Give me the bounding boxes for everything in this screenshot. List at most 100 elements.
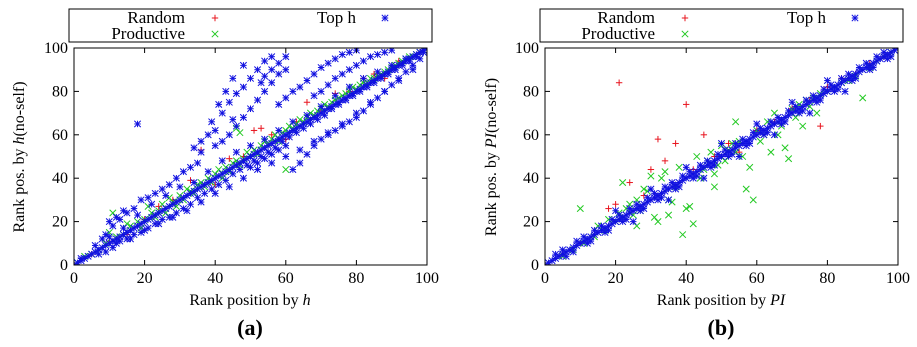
point-toph (746, 139, 754, 148)
point-toph (144, 194, 152, 202)
point-productive (707, 148, 715, 156)
point-productive (728, 139, 736, 148)
point-toph (296, 83, 304, 91)
point-toph (324, 81, 332, 89)
point-toph (102, 231, 110, 239)
point-toph (151, 220, 159, 228)
point-toph (352, 61, 360, 69)
point-toph (179, 168, 187, 176)
point-toph (148, 200, 156, 208)
point-toph (275, 59, 283, 67)
point-toph (700, 174, 708, 182)
point-productive (647, 172, 655, 180)
point-toph (848, 76, 856, 85)
point-toph (580, 233, 588, 241)
chart-panel-b: 0 20 40 60 80 100 0 20 40 60 80 100 Random Producti… (483, 8, 910, 340)
point-toph (130, 205, 138, 213)
point-toph (809, 92, 817, 100)
point-toph (197, 198, 205, 206)
point-productive (640, 185, 648, 193)
point-toph (374, 50, 382, 59)
point-toph (608, 215, 616, 223)
point-productive (749, 196, 757, 204)
point-toph (261, 57, 269, 65)
point-productive (633, 222, 641, 230)
point-toph (215, 100, 223, 108)
point-toph (359, 74, 368, 82)
point-toph (707, 163, 715, 171)
y-tick-label: 80 (523, 83, 539, 100)
point-productive (756, 137, 764, 145)
point-toph (388, 81, 396, 89)
point-toph (306, 120, 315, 128)
point-toph (211, 126, 219, 135)
point-toph (654, 196, 662, 204)
point-toph (109, 244, 117, 252)
point-toph (352, 113, 360, 121)
point-toph (679, 172, 687, 180)
point-toph (289, 165, 297, 174)
point-toph (317, 87, 325, 95)
point-toph (271, 144, 279, 152)
point-toph (626, 205, 634, 213)
point-toph (770, 131, 779, 139)
point-toph (204, 131, 212, 139)
point-toph (215, 181, 223, 189)
panel-label-a: (a) (237, 315, 263, 340)
point-toph (317, 63, 325, 72)
point-toph (165, 181, 173, 189)
point-toph (374, 68, 382, 76)
point-toph (137, 196, 145, 204)
point-toph (732, 139, 740, 148)
point-toph (282, 142, 290, 150)
point-toph (186, 200, 195, 208)
point-toph (345, 118, 353, 126)
point-toph (345, 66, 353, 74)
point-toph (91, 241, 99, 250)
point-toph (119, 224, 127, 232)
point-productive (742, 185, 750, 193)
point-toph (250, 157, 258, 165)
point-productive (767, 148, 775, 156)
x-tick-label: 80 (348, 270, 364, 287)
point-productive (158, 200, 166, 208)
point-toph (257, 152, 265, 161)
axis-ticks-a: 0 20 40 60 80 100 0 20 40 60 80 100 (44, 40, 439, 287)
point-toph (664, 196, 673, 204)
point-toph (303, 76, 311, 85)
point-toph (278, 137, 286, 145)
point-toph (402, 68, 410, 76)
point-toph (239, 83, 247, 91)
point-toph (225, 183, 233, 191)
x-tick-label: 60 (278, 270, 294, 287)
y-tick-label: 0 (60, 257, 68, 274)
point-random (250, 127, 258, 134)
point-toph (282, 152, 290, 161)
y-axis-label-a: Rank pos. by h(no-self) (11, 81, 28, 232)
point-toph (133, 120, 142, 128)
point-toph (880, 48, 888, 56)
point-toph (172, 209, 180, 217)
point-toph (331, 74, 339, 82)
point-toph (119, 207, 127, 215)
y-tick-label: 0 (531, 257, 539, 274)
point-toph (186, 163, 195, 171)
legend-marker-toph-a (381, 14, 389, 22)
point-toph (689, 174, 697, 182)
point-toph (232, 90, 240, 98)
point-toph (317, 109, 325, 117)
point-toph (95, 250, 103, 258)
point-toph (370, 79, 378, 87)
point-toph (756, 124, 764, 132)
point-productive (243, 148, 251, 156)
legend-label-productive-b: Productive (581, 24, 655, 43)
point-random (155, 203, 162, 210)
point-toph (268, 66, 276, 74)
point-toph (292, 129, 300, 137)
legend-marker-glyph (211, 14, 219, 22)
point-toph (573, 237, 581, 245)
point-toph (222, 176, 230, 184)
point-toph (299, 124, 308, 132)
point-random (647, 166, 655, 173)
scatter-points-b (545, 48, 898, 265)
